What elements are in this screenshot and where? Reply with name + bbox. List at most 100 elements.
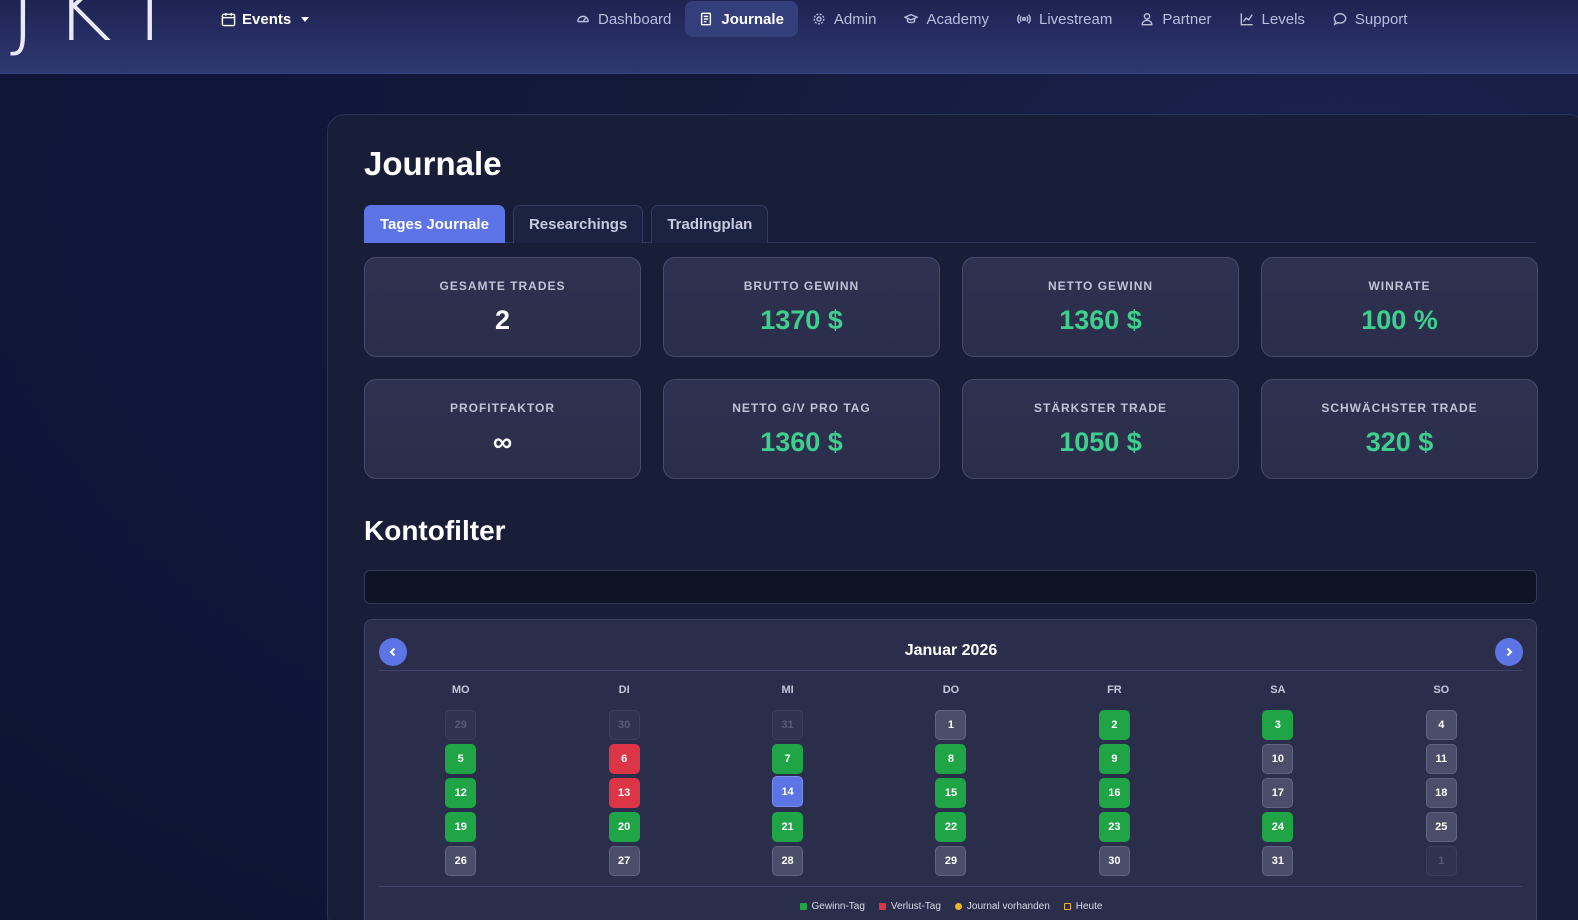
journal-dot-swatch	[954, 903, 962, 910]
tab-tradingplan[interactable]: Tradingplan	[651, 205, 769, 243]
calendar-day-win[interactable]: 7	[772, 744, 804, 774]
calendar-cell: 30	[542, 708, 705, 742]
calendar-cell: 31	[706, 708, 869, 742]
calendar-day-neutral[interactable]: 4	[1425, 710, 1457, 740]
calendar-day-loss[interactable]: 13	[608, 778, 640, 808]
calendar-day-win[interactable]: 16	[1098, 778, 1130, 808]
calendar-day-win[interactable]: 9	[1098, 744, 1130, 774]
calendar-cell: 2	[1033, 708, 1196, 742]
stat-value: 2	[494, 304, 511, 335]
stat-value: 1360 $	[1059, 304, 1142, 335]
stat-label: GESAMTE TRADES	[439, 278, 566, 293]
legend-item-loss: Verlust-Tag	[878, 901, 941, 912]
calendar-day-neutral[interactable]: 1	[935, 710, 967, 740]
calendar-day-win[interactable]: 12	[445, 778, 477, 808]
nav-item-journale[interactable]: Journale	[685, 1, 798, 37]
calendar-day-win[interactable]: 22	[935, 812, 967, 842]
calendar-day-win[interactable]: 21	[772, 812, 804, 842]
calendar-day-neutral[interactable]: 18	[1425, 778, 1457, 808]
calendar-day-neutral[interactable]: 10	[1262, 744, 1294, 774]
stat-card-profit-factor: PROFITFAKTOR ∞	[364, 379, 641, 479]
calendar-day-win[interactable]: 3	[1262, 710, 1294, 740]
calendar-cell: 27	[542, 844, 705, 878]
calendar-day-win[interactable]: 24	[1262, 812, 1294, 842]
calendar-day-win[interactable]: 2	[1098, 710, 1130, 740]
legend-label: Gewinn-Tag	[811, 901, 865, 912]
calendar-day-neutral[interactable]: 17	[1262, 778, 1294, 808]
nav-item-admin[interactable]: Admin	[798, 1, 891, 37]
calendar-cell: 31	[1196, 844, 1359, 878]
calendar-cell: 11	[1360, 742, 1523, 776]
calendar-day-other: 30	[608, 710, 640, 740]
stat-card-total-trades: GESAMTE TRADES 2	[364, 257, 641, 357]
calendar-day-neutral[interactable]: 29	[935, 846, 967, 876]
calendar-day-win[interactable]: 15	[935, 778, 967, 808]
calendar-day-neutral[interactable]: 25	[1425, 812, 1457, 842]
prev-month-button[interactable]	[379, 638, 407, 666]
events-dropdown[interactable]: Events	[221, 9, 310, 29]
calendar-cell: 15	[869, 776, 1032, 810]
brand-logo[interactable]: JKT	[10, 0, 195, 61]
nav-item-academy[interactable]: Academy	[890, 1, 1003, 37]
nav-item-levels[interactable]: Levels	[1226, 1, 1319, 37]
calendar-day-today[interactable]: 14	[772, 776, 804, 807]
calendar-cell: 25	[1360, 810, 1523, 844]
calendar-week-row: 19 20 21 22 23 24 25	[379, 810, 1523, 844]
nav-label: Support	[1354, 10, 1408, 28]
calendar-day-loss[interactable]: 6	[608, 744, 640, 774]
tab-researchings[interactable]: Researchings	[512, 205, 644, 243]
nav-item-partner[interactable]: Partner	[1126, 1, 1225, 37]
calendar-day-neutral[interactable]: 30	[1098, 846, 1130, 876]
line-chart-icon	[1240, 13, 1253, 26]
calendar-day-win[interactable]: 5	[445, 744, 477, 774]
calendar-cell: 9	[1033, 742, 1196, 776]
calendar-day-neutral[interactable]: 26	[445, 846, 477, 876]
stat-label: PROFITFAKTOR	[449, 400, 556, 415]
legend-label: Journal vorhanden	[966, 901, 1050, 912]
calendar-cell: 6	[542, 742, 705, 776]
calendar-cell: 1	[1360, 844, 1523, 878]
stat-card-net-profit: NETTO GEWINN 1360 $	[962, 257, 1239, 357]
calendar-day-neutral[interactable]: 28	[772, 846, 804, 876]
nav-item-livestream[interactable]: Livestream	[1003, 1, 1126, 37]
nav-item-support[interactable]: Support	[1319, 1, 1422, 37]
nav-label: Livestream	[1038, 10, 1113, 28]
calendar-day-neutral[interactable]: 11	[1425, 744, 1457, 774]
broadcast-icon	[1017, 14, 1031, 24]
calendar-cell: 3	[1196, 708, 1359, 742]
stats-grid: GESAMTE TRADES 2 BRUTTO GEWINN 1370 $ NE…	[364, 257, 1538, 479]
stat-label: STÄRKSTER TRADE	[1033, 400, 1167, 415]
stat-value: 1370 $	[760, 304, 843, 335]
chevron-left-icon	[389, 647, 396, 657]
calendar-cell: 18	[1360, 776, 1523, 810]
calendar-cell: 29	[869, 844, 1032, 878]
calendar-cell: 21	[706, 810, 869, 844]
stat-card-net-per-day: NETTO G/V PRO TAG 1360 $	[663, 379, 940, 479]
calendar-day-win[interactable]: 19	[445, 812, 477, 842]
nav-label: Partner	[1162, 10, 1212, 28]
calendar-cell: 19	[379, 810, 542, 844]
weekday-label: MI	[781, 684, 794, 696]
journale-panel: Journale Tages Journale Researchings Tra…	[327, 114, 1578, 920]
nav-item-dashboard[interactable]: Dashboard	[562, 1, 685, 37]
account-filter-select[interactable]	[364, 570, 1537, 604]
calendar-day-win[interactable]: 20	[608, 812, 640, 842]
calendar-week-row: 26 27 28 29 30 31 1	[379, 844, 1523, 878]
calendar-legend: Gewinn-Tag Verlust-Tag Journal vorhanden…	[379, 901, 1523, 912]
calendar-day-win[interactable]: 8	[935, 744, 967, 774]
calendar-day-win[interactable]: 23	[1098, 812, 1130, 842]
tab-tages-journale[interactable]: Tages Journale	[364, 205, 505, 243]
loss-swatch	[878, 903, 886, 910]
journal-icon	[701, 12, 712, 26]
calendar-cell: 7	[706, 742, 869, 776]
person-icon	[1141, 13, 1153, 26]
legend-label: Verlust-Tag	[890, 901, 941, 912]
calendar-cell: 4	[1360, 708, 1523, 742]
nav-label: Admin	[833, 10, 877, 28]
calendar-cell: 22	[869, 810, 1032, 844]
calendar-day-neutral[interactable]: 31	[1262, 846, 1294, 876]
next-month-button[interactable]	[1495, 638, 1523, 666]
stat-value: 1050 $	[1059, 426, 1142, 457]
calendar-cell: 20	[542, 810, 705, 844]
calendar-day-neutral[interactable]: 27	[608, 846, 640, 876]
